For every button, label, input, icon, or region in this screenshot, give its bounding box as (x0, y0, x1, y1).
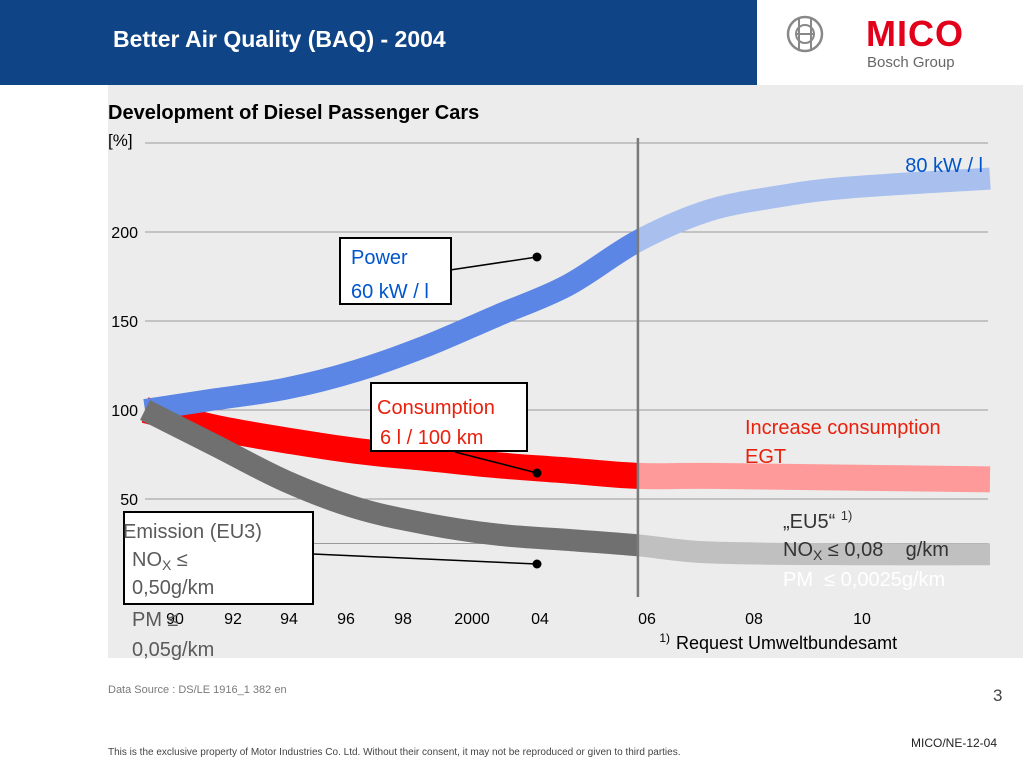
x-tick-label: 10 (853, 611, 871, 628)
chart-title: Development of Diesel Passenger Cars (108, 102, 480, 124)
bosch-group-text: Bosch Group (867, 54, 955, 71)
emission-box (123, 511, 314, 605)
power-future-label: 80 kW / l (905, 155, 983, 177)
egt-label: EGT (745, 446, 786, 468)
power-box-title: Power (351, 247, 408, 269)
series-power (143, 228, 638, 421)
slide-title: Better Air Quality (BAQ) - 2004 (113, 26, 446, 52)
emission-nox-value: 0,50g/km (132, 577, 214, 599)
series-emission-eu3-forecast (637, 534, 991, 566)
consumption-box-value: 6 l / 100 km (380, 427, 483, 449)
x-tick-label: 04 (531, 611, 549, 628)
emission-pm-line: PM ≤ (132, 609, 179, 631)
document-code: MICO/NE-12-04 (911, 736, 998, 750)
y-tick-label: 150 (111, 314, 138, 331)
x-tick-label: 90 (166, 611, 184, 628)
x-tick-label: 96 (337, 611, 355, 628)
emission-nox-line: NOX ≤ (132, 549, 188, 573)
y-tick-label: 100 (111, 403, 138, 420)
footnote-marker: 1) (659, 631, 670, 645)
x-tick-label: 98 (394, 611, 412, 628)
eu5-label: „EU5“ 1) (783, 508, 852, 533)
footnote-text: Request Umweltbundesamt (676, 633, 897, 653)
x-tick-label: 92 (224, 611, 242, 628)
emission-box-title: Emission (EU3) (123, 521, 262, 543)
emission-pm-value: 0,05g/km (132, 639, 214, 661)
y-tick-label: 200 (111, 225, 138, 242)
y-axis-unit: [%] (108, 131, 133, 150)
power-leader (449, 256, 538, 271)
emission-marker (532, 559, 542, 569)
header-bar (0, 0, 757, 85)
consumption-marker (532, 468, 542, 478)
x-tick-label: 94 (280, 611, 298, 628)
series-emission-eu3 (140, 400, 638, 557)
consumption-box (370, 382, 528, 452)
power-marker (532, 252, 542, 262)
bosch-armature-icon (786, 15, 824, 53)
disclaimer: This is the exclusive property of Motor … (108, 747, 681, 758)
series-power-forecast (637, 167, 991, 254)
eu5-pm-line: PM ≤ 0,0025g/km (783, 569, 945, 591)
series-consumption-forecast (637, 462, 991, 493)
consumption-future-label: Increase consumption (745, 417, 941, 439)
consumption-box-title: Consumption (377, 397, 495, 419)
consumption-leader (454, 451, 538, 474)
mico-logo-text: MICO (866, 13, 964, 54)
power-box (339, 237, 452, 305)
y-tick-label: 50 (120, 492, 138, 509)
emission-leader (312, 553, 538, 565)
x-tick-label: 08 (745, 611, 763, 628)
x-tick-label: 06 (638, 611, 656, 628)
x-tick-label: 2000 (454, 611, 490, 628)
power-box-value: 60 kW / l (351, 281, 429, 303)
page-number: 3 (993, 686, 1003, 705)
eu5-nox-line: NOX ≤ 0,08 g/km (783, 539, 949, 563)
data-source: Data Source : DS/LE 1916_1 382 en (108, 684, 287, 696)
